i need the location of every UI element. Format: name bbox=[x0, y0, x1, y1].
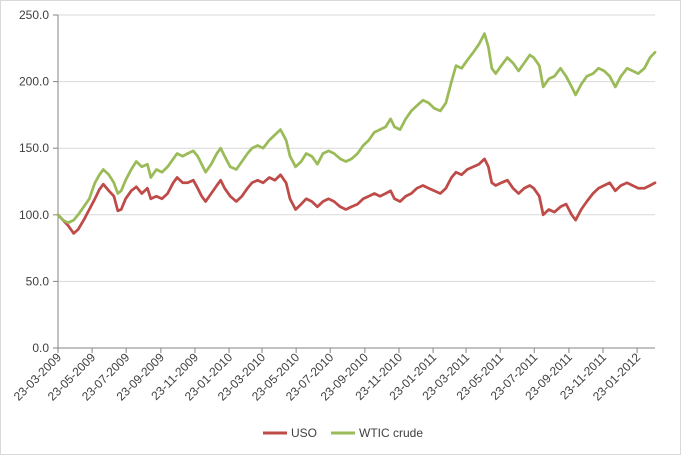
series-layer bbox=[56, 32, 657, 235]
legend: USO WTIC crude bbox=[263, 426, 423, 440]
y-tick-label: 200.0 bbox=[19, 75, 49, 89]
y-axis: 0.0 50.0 100.0 150.0 200.0 250.0 bbox=[19, 8, 59, 355]
legend-label: USO bbox=[291, 426, 317, 440]
gridlines bbox=[58, 14, 655, 349]
series-line-wtic-crude bbox=[56, 32, 657, 225]
series-line-uso bbox=[56, 157, 657, 235]
x-axis: 23-03-200923-05-200923-07-200923-09-2009… bbox=[11, 347, 655, 404]
y-tick-label: 150.0 bbox=[19, 141, 49, 155]
y-tick-label: 0.0 bbox=[32, 341, 49, 355]
y-tick-label: 50.0 bbox=[26, 274, 50, 288]
y-tick-label: 250.0 bbox=[19, 8, 49, 22]
y-tick-label: 100.0 bbox=[19, 208, 49, 222]
legend-label: WTIC crude bbox=[359, 426, 423, 440]
